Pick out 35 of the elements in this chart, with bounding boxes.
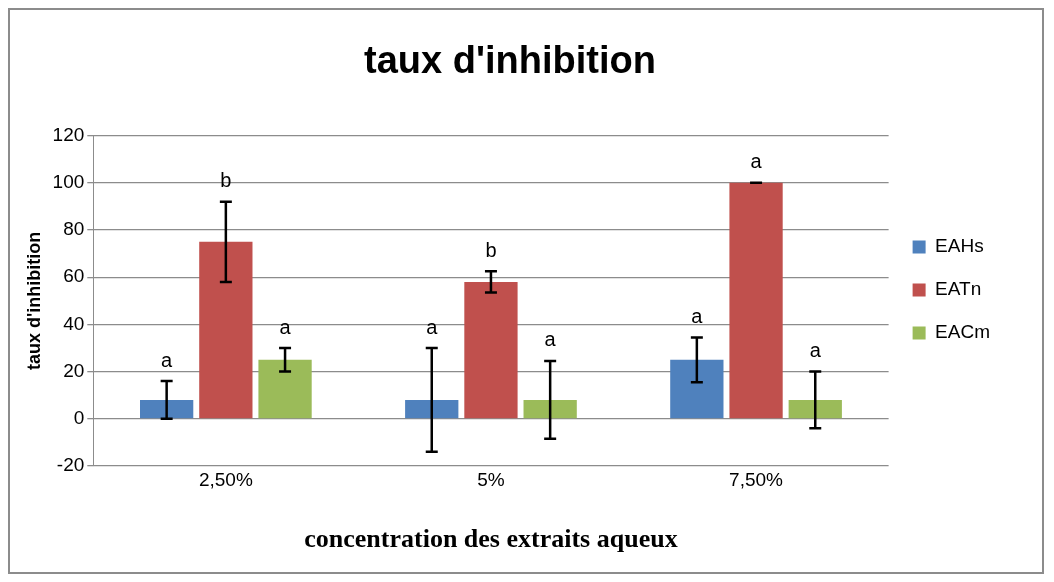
legend-label: EATn bbox=[935, 278, 982, 300]
bar bbox=[405, 399, 459, 419]
data-label: a bbox=[544, 328, 557, 351]
y-tick-label: 20 bbox=[63, 359, 85, 381]
y-tick-label: 60 bbox=[63, 265, 85, 287]
data-label: b bbox=[220, 169, 232, 192]
data-label: b bbox=[485, 238, 497, 261]
bar bbox=[729, 182, 783, 419]
y-tick-label: 0 bbox=[73, 407, 85, 429]
y-tick-label: 120 bbox=[52, 123, 85, 145]
data-label: a bbox=[161, 348, 174, 371]
bar bbox=[258, 359, 312, 419]
chart-title: taux d'inhibition bbox=[364, 39, 656, 82]
y-tick-label: 80 bbox=[63, 218, 85, 240]
y-tick-label: 100 bbox=[52, 171, 85, 193]
y-tick-label: 40 bbox=[63, 312, 85, 334]
x-tick-label: 2,50% bbox=[198, 468, 253, 490]
bar bbox=[523, 399, 577, 419]
data-label: a bbox=[279, 315, 292, 338]
bar bbox=[140, 399, 194, 419]
legend-label: EACm bbox=[935, 321, 991, 343]
x-tick-label: 5% bbox=[477, 468, 505, 490]
y-axis-title: taux d'inhibition bbox=[23, 231, 44, 370]
x-tick-label: 7,50% bbox=[729, 468, 784, 490]
data-label: a bbox=[750, 150, 763, 173]
y-tick-label: -20 bbox=[56, 454, 85, 476]
data-label: a bbox=[809, 339, 822, 362]
bar bbox=[199, 241, 253, 419]
legend-label: EAHs bbox=[935, 235, 984, 257]
data-label: a bbox=[426, 315, 439, 338]
bar bbox=[788, 399, 842, 419]
data-label: a bbox=[691, 304, 704, 327]
bar bbox=[464, 281, 518, 419]
bar bbox=[670, 359, 724, 419]
x-axis-title: concentration des extraits aqueux bbox=[304, 524, 678, 554]
